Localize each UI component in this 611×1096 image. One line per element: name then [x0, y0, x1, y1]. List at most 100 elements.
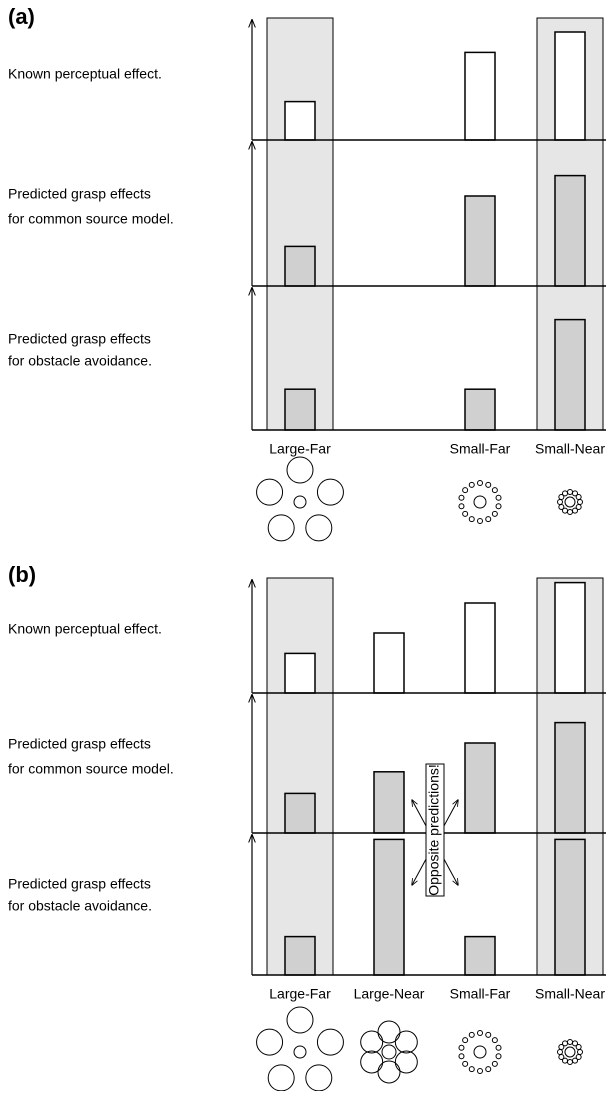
- column-label: Large-Far: [269, 986, 331, 1002]
- bar: [555, 320, 585, 430]
- icon-surround: [496, 1054, 501, 1059]
- icon-surround: [578, 500, 583, 505]
- highlight-column: [267, 578, 333, 975]
- column-label: Small-Far: [450, 986, 511, 1002]
- icon-surround: [563, 1041, 568, 1046]
- column-label: Large-Near: [354, 986, 425, 1002]
- icon-surround: [492, 511, 497, 516]
- bar: [285, 793, 315, 833]
- icon-surround: [463, 511, 468, 516]
- icon-surround: [568, 510, 573, 515]
- icon-surround: [576, 495, 581, 500]
- bar: [555, 583, 585, 693]
- icon-surround: [486, 1067, 491, 1072]
- icon-surround: [306, 515, 332, 541]
- row-label: Predicted grasp effects: [8, 876, 151, 892]
- icon-surround: [492, 1038, 497, 1043]
- bar: [465, 389, 495, 430]
- row-label: for common source model.: [8, 211, 174, 227]
- icon-surround: [463, 1061, 468, 1066]
- icon-surround: [478, 1069, 483, 1074]
- icon-surround: [459, 504, 464, 509]
- bar: [374, 772, 404, 833]
- icon-surround: [257, 479, 283, 505]
- icon-surround: [492, 488, 497, 493]
- icon-surround: [469, 517, 474, 522]
- icon-surround: [361, 1051, 383, 1073]
- bar: [374, 633, 404, 693]
- bar: [374, 839, 404, 975]
- row-label: Known perceptual effect.: [8, 66, 162, 82]
- highlight-column: [267, 18, 333, 430]
- bar: [285, 246, 315, 286]
- panel-label: (b): [8, 562, 36, 587]
- row-label: for obstacle avoidance.: [8, 898, 152, 914]
- panel-label: (a): [8, 4, 35, 29]
- icon-surround: [486, 517, 491, 522]
- row-label: for obstacle avoidance.: [8, 353, 152, 369]
- icon-surround: [563, 491, 568, 496]
- bar: [555, 32, 585, 140]
- icon-surround: [573, 508, 578, 513]
- figure: (a) Known perceptual effect. Predicted gra…: [0, 0, 611, 1091]
- icon-surround: [459, 1045, 464, 1050]
- icon-center: [565, 1047, 575, 1057]
- icon-surround: [478, 1031, 483, 1036]
- icon-surround: [287, 1007, 313, 1033]
- icon-surround: [257, 1029, 283, 1055]
- icon-surround: [378, 1021, 400, 1043]
- icon-surround: [378, 1061, 400, 1083]
- icon-surround: [559, 1055, 564, 1060]
- icon-surround: [268, 1065, 294, 1091]
- icon-surround: [268, 515, 294, 541]
- column-label: Small-Near: [535, 441, 605, 457]
- icon-center: [382, 1045, 396, 1059]
- bar: [555, 723, 585, 833]
- bar: [465, 196, 495, 286]
- icon-center: [294, 496, 306, 508]
- annotation: Opposite predictions!: [426, 764, 442, 896]
- icon-surround: [496, 495, 501, 500]
- icon-surround: [317, 1029, 343, 1055]
- bar: [465, 52, 495, 140]
- icon-surround: [287, 457, 313, 483]
- icon-surround: [496, 1045, 501, 1050]
- row-label: Predicted grasp effects: [8, 186, 151, 202]
- bar: [285, 937, 315, 975]
- column-label: Small-Far: [450, 441, 511, 457]
- bar: [465, 937, 495, 975]
- icon-surround: [573, 1058, 578, 1063]
- icon-surround: [478, 519, 483, 524]
- icon-surround: [568, 1060, 573, 1065]
- icon-surround: [568, 1040, 573, 1045]
- bar: [285, 389, 315, 430]
- row-label: Predicted grasp effects: [8, 736, 151, 752]
- row-label: Known perceptual effect.: [8, 621, 162, 637]
- icon-surround: [463, 488, 468, 493]
- column-label: Small-Near: [535, 986, 605, 1002]
- bar: [465, 603, 495, 693]
- icon-center: [294, 1046, 306, 1058]
- icon-surround: [568, 490, 573, 495]
- icon-surround: [395, 1051, 417, 1073]
- icon-surround: [559, 505, 564, 510]
- icon-surround: [576, 1045, 581, 1050]
- column-label: Large-Far: [269, 441, 331, 457]
- icon-surround: [361, 1031, 383, 1053]
- icon-center: [474, 1046, 486, 1058]
- icon-center: [565, 497, 575, 507]
- icon-surround: [469, 482, 474, 487]
- row-label: Predicted grasp effects: [8, 331, 151, 347]
- icon-surround: [486, 482, 491, 487]
- icon-surround: [492, 1061, 497, 1066]
- icon-surround: [478, 481, 483, 486]
- icon-surround: [558, 1050, 563, 1055]
- icon-surround: [459, 495, 464, 500]
- icon-surround: [578, 1050, 583, 1055]
- bar: [555, 176, 585, 286]
- icon-surround: [558, 500, 563, 505]
- bar: [285, 102, 315, 140]
- icon-surround: [306, 1065, 332, 1091]
- icon-surround: [395, 1031, 417, 1053]
- icon-surround: [469, 1032, 474, 1037]
